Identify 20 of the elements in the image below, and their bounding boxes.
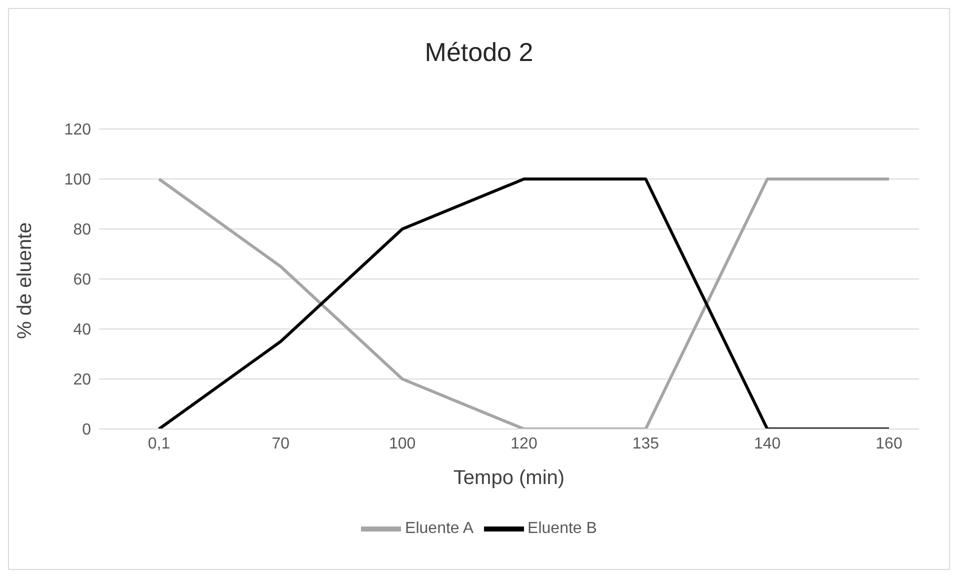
x-tick-label: 0,1 bbox=[148, 435, 170, 452]
x-tick-label: 70 bbox=[272, 435, 290, 452]
y-tick-label: 80 bbox=[73, 222, 92, 239]
x-tick-label: 100 bbox=[388, 435, 416, 452]
x-tick-label: 160 bbox=[876, 435, 902, 452]
x-axis-title: Tempo (min) bbox=[453, 467, 565, 489]
line-series bbox=[158, 178, 890, 429]
x-tick-label: 135 bbox=[632, 435, 660, 452]
legend-label: Eluente A bbox=[405, 520, 474, 538]
y-tick-label: 20 bbox=[73, 372, 92, 389]
x-tick-label: 140 bbox=[754, 435, 781, 452]
y-tick-label: 0 bbox=[82, 422, 92, 439]
y-tick-label: 60 bbox=[73, 272, 92, 289]
y-tick-label: 40 bbox=[73, 322, 92, 339]
x-tick-label: 120 bbox=[510, 435, 538, 452]
y-tick-label: 100 bbox=[64, 172, 92, 189]
y-tick-label: 120 bbox=[64, 122, 92, 139]
y-axis-title: % de eluente bbox=[14, 222, 36, 339]
legend-label: Eluente B bbox=[528, 520, 597, 538]
chart-title: Método 2 bbox=[424, 37, 534, 68]
